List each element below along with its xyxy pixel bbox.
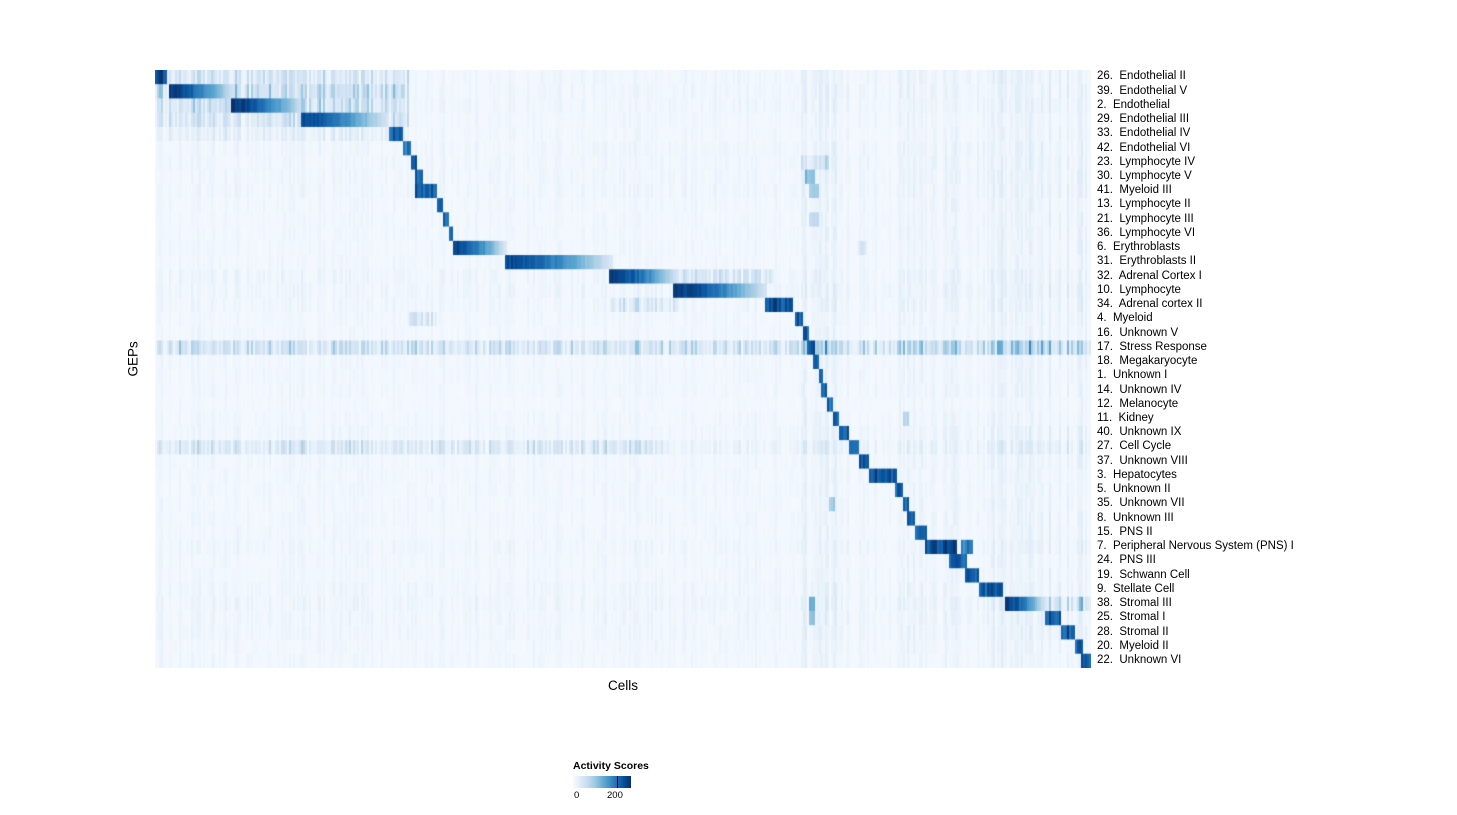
colorbar-title: Activity Scores	[573, 760, 649, 772]
gep-row-label: 12. Melanocyte	[1097, 397, 1179, 410]
gep-row-label: 29. Endothelial III	[1097, 113, 1190, 126]
gep-row-label: 4. Myeloid	[1097, 312, 1153, 325]
gep-row-label: 2. Endothelial	[1097, 98, 1170, 111]
gep-row-label: 23. Lymphocyte IV	[1097, 155, 1196, 168]
gep-row-label: 31. Erythroblasts II	[1097, 255, 1197, 268]
gep-row-label: 33. Endothelial IV	[1097, 127, 1191, 140]
gep-row-label: 15. PNS II	[1097, 525, 1153, 538]
gep-row-label: 26. Endothelial II	[1097, 70, 1186, 83]
gep-row-label: 8. Unknown III	[1097, 511, 1174, 524]
gep-row-label: 21. Lymphocyte III	[1097, 212, 1194, 225]
gep-row-label: 20. Myeloid II	[1097, 639, 1169, 652]
gep-row-label: 39. Endothelial V	[1097, 84, 1188, 97]
colorbar-tick-mark	[617, 776, 618, 788]
gep-row-label: 7. Peripheral Nervous System (PNS) I	[1097, 540, 1294, 553]
gep-row-label: 42. Endothelial VI	[1097, 141, 1191, 154]
gep-row-label: 5. Unknown II	[1097, 483, 1171, 496]
gep-row-label: 18. Megakaryocyte	[1097, 355, 1198, 368]
colorbar-tick-0: 0	[574, 790, 580, 801]
gep-row-label: 30. Lymphocyte V	[1097, 170, 1192, 182]
heatmap	[155, 70, 1091, 668]
colorbar-legend: Activity Scores 0 200	[573, 760, 693, 801]
gep-row-label: 35. Unknown VII	[1097, 497, 1185, 510]
gep-row-label: 37. Unknown VIII	[1097, 454, 1188, 467]
gep-row-label: 27. Cell Cycle	[1097, 440, 1172, 453]
gep-row-label: 34. Adrenal cortex II	[1097, 298, 1203, 311]
colorbar-gradient	[573, 776, 631, 788]
gep-row-label: 41. Myeloid III	[1097, 184, 1172, 197]
gep-row-label: 10. Lymphocyte	[1097, 283, 1181, 296]
gep-row-label: 28. Stromal II	[1097, 625, 1169, 638]
gep-row-label: 9. Stellate Cell	[1097, 582, 1175, 595]
x-axis-label: Cells	[607, 678, 638, 693]
gep-row-labels: 26. Endothelial II 39. Endothelial V 2. En…	[1097, 70, 1427, 668]
gep-row-label: 19. Schwann Cell	[1097, 568, 1190, 581]
y-axis-label: GEPs	[125, 341, 141, 377]
gep-row-label: 3. Hepatocytes	[1097, 468, 1177, 481]
gep-row-label: 11. Kidney	[1097, 411, 1154, 424]
gep-row-label: 40. Unknown IX	[1097, 426, 1182, 439]
gep-row-label: 32. Adrenal Cortex I	[1097, 269, 1202, 282]
gep-row-label: 14. Unknown IV	[1097, 383, 1182, 396]
gep-row-label: 36. Lymphocyte VI	[1097, 226, 1196, 239]
gep-row-label: 38. Stromal III	[1097, 597, 1172, 610]
gep-row-label: 22. Unknown VI	[1097, 653, 1182, 666]
gep-row-label: 1. Unknown I	[1097, 369, 1168, 382]
gep-row-label: 6. Erythroblasts	[1097, 241, 1181, 254]
gep-row-label: 17. Stress Response	[1097, 340, 1207, 353]
gep-row-label: 16. Unknown V	[1097, 326, 1179, 339]
colorbar-tick-200: 200	[607, 790, 623, 801]
colorbar-tick-labels: 0 200	[573, 788, 631, 801]
gep-row-label: 25. Stromal I	[1097, 611, 1166, 624]
colorbar	[573, 776, 631, 788]
gep-row-label: 24. PNS III	[1097, 554, 1156, 567]
gep-row-label: 13. Lymphocyte II	[1097, 198, 1191, 211]
